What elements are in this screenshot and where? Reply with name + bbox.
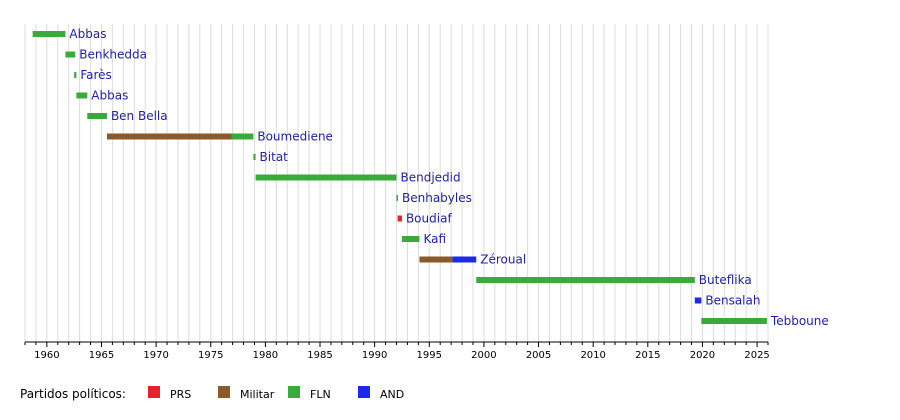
bar-label: Kafi	[423, 232, 446, 246]
bar-segment	[65, 51, 76, 58]
legend-swatch	[148, 386, 160, 398]
bar-label: Benkhedda	[79, 48, 147, 62]
x-tick-label: 2005	[526, 350, 551, 361]
bar-label: Boudiaf	[406, 212, 452, 226]
bar-label: Tebboune	[770, 314, 829, 328]
legend-label: AND	[380, 388, 404, 401]
bar-label: Bitat	[260, 150, 289, 164]
legend-title: Partidos políticos:	[20, 387, 126, 401]
legend-swatch	[218, 386, 230, 398]
x-tick-label: 2010	[580, 350, 605, 361]
x-tick-label: 2020	[690, 350, 715, 361]
bar-segment	[694, 297, 702, 304]
bar-label: Ben Bella	[111, 109, 168, 123]
x-tick-label: 1980	[253, 350, 278, 361]
bar-segment	[396, 195, 398, 201]
bar-label: Boumediene	[257, 130, 333, 144]
x-tick-label: 1960	[34, 350, 59, 361]
bar-label: Abbas	[69, 27, 106, 41]
x-tick-label: 1975	[198, 350, 223, 361]
bar-segment	[106, 133, 232, 140]
x-tick-label: 1985	[307, 350, 332, 361]
legend-label: Militar	[240, 388, 275, 401]
x-tick-label: 1990	[362, 350, 387, 361]
legend-label: PRS	[170, 388, 191, 401]
bar-segment	[74, 72, 77, 78]
legend-label: FLN	[310, 388, 331, 401]
bar-segment	[476, 277, 695, 283]
legend: Partidos políticos: PRS Militar FLN AND	[20, 386, 404, 401]
bar-segment	[255, 174, 397, 181]
x-tick-label: 2025	[744, 350, 769, 361]
legend-swatch	[358, 386, 370, 398]
bar-segment	[87, 113, 107, 119]
x-tick-label: 2000	[471, 350, 496, 361]
x-tick-label: 2015	[635, 350, 660, 361]
bar-segment	[397, 215, 402, 222]
bar-segment	[231, 133, 254, 140]
bar-label: Bendjedid	[401, 171, 461, 185]
x-axis: 1960 1965 1970 1975 1980 1985 1990 1995 2000 2005…	[24, 341, 770, 361]
bar-segment	[452, 256, 477, 263]
bar-segment	[401, 236, 420, 242]
bar-label: Abbas	[91, 89, 128, 103]
x-tick-label: 1995	[417, 350, 442, 361]
bar-labels: Abbas Benkhedda Farès Abbas Ben Bella Boumedi…	[69, 27, 828, 328]
bar-segment	[419, 256, 453, 263]
x-tick-label: 1965	[89, 350, 114, 361]
bar-label: Zéroual	[480, 253, 526, 267]
bar-label: Farès	[80, 68, 111, 82]
bar-segment	[76, 92, 88, 99]
legend-swatch	[288, 386, 300, 398]
bar-label: Buteflika	[699, 273, 752, 287]
bar-segment	[701, 318, 767, 324]
bar-segment	[32, 31, 66, 37]
x-tick-label: 1970	[143, 350, 168, 361]
bar-segment	[253, 154, 256, 160]
bar-label: Bensalah	[705, 294, 760, 308]
grid-lines	[24, 24, 769, 342]
timeline-bars	[32, 31, 767, 324]
bar-label: Benhabyles	[402, 191, 472, 205]
